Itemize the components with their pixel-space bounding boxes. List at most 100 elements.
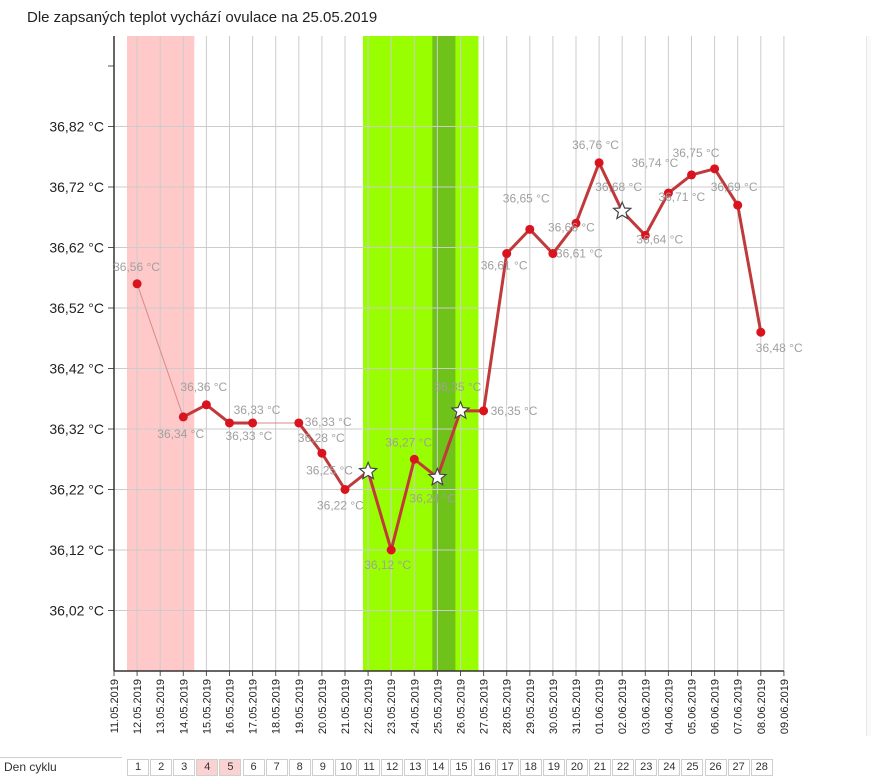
x-tick-label: 21.05.2019 [340,679,352,734]
x-tick-label: 08.06.2019 [756,679,768,734]
series-line-segment [574,161,601,225]
data-point [502,249,512,259]
x-tick-label: 22.05.2019 [363,679,375,734]
cycle-day-cell: 15 [450,759,473,776]
data-point [294,418,304,428]
data-label: 36,76 °C [572,138,619,152]
y-tick-label: 36,42 °C [49,361,104,377]
chart-headline: Dle zapsaných teplot vychází ovulace na … [27,9,378,26]
series-line-segment [389,457,416,552]
y-tick-label: 36,52 °C [49,300,104,316]
data-label: 36,28 °C [298,431,345,445]
cycle-day-cell: 4 [196,759,219,776]
cycle-day-cell: 1 [127,759,150,776]
data-label: 36,68 °C [595,180,642,194]
y-tick-label: 36,82 °C [49,119,104,135]
cycle-day-cell: 18 [519,759,542,776]
series-line-segment [597,161,624,213]
star-marker [357,460,379,480]
data-point [317,448,327,458]
series-line-segment [136,283,184,418]
data-point [663,188,673,198]
cycle-day-cell: 16 [473,759,496,776]
cycle-day-cell: 3 [173,759,196,776]
x-tick-label: 31.05.2019 [571,679,583,734]
data-point [201,400,211,410]
data-point [225,418,234,428]
x-tick-label: 26.05.2019 [456,679,468,734]
data-label: 36,25 °C [306,463,353,477]
data-point [733,200,743,210]
data-label: 36,69 °C [711,180,758,194]
x-tick-label: 06.06.2019 [710,679,722,734]
temperature-chart-svg: 36,02 °C 36,12 °C 36,22 °C 36,32 °C 36,42 °C… [49,36,803,734]
cycle-day-cell: 2 [150,759,173,776]
data-label: 36,61 °C [481,259,528,273]
series-line-segment [320,451,347,491]
data-label: 36,27 °C [385,435,432,449]
x-tick-label: 19.05.2019 [294,679,306,734]
data-point [479,406,489,416]
x-tick-label: 12.05.2019 [132,679,144,734]
x-tick-label: 27.05.2019 [479,679,491,734]
cycle-day-cell: 8 [288,759,311,776]
x-tick-label: 07.06.2019 [733,679,745,734]
cycle-day-cell: 10 [334,759,357,776]
data-label: 36,36 °C [180,380,227,394]
cycle-day-cell: 9 [311,759,334,776]
series-line-segment [528,227,555,256]
y-tick-label: 36,02 °C [49,603,104,619]
data-label: 36,56 °C [113,260,160,274]
data-point [525,224,535,234]
cycle-day-cell: 7 [265,759,288,776]
cycle-day-cell: 22 [612,759,635,776]
series-line-segment [482,252,509,413]
cycle-day-cell: 6 [242,759,265,776]
cycle-day-row: Den cyklu 1 2 3 4 5 6 7 8 9 10 11 12 13 14 15 16 17 18 19 2… [0,757,871,776]
y-tick-label: 36,12 °C [49,542,104,558]
right-side-panel [866,36,871,736]
series-line-segment [643,191,670,237]
temperature-chart: 36,02 °C 36,12 °C 36,22 °C 36,32 °C 36,42 °C… [0,36,871,756]
star-marker [612,200,633,220]
fertile-window-band [363,36,479,671]
data-label: 36,35 °C [435,380,482,394]
data-point [710,164,720,174]
cycle-day-cell: 12 [381,759,404,776]
y-tick-label: 36,22 °C [49,482,104,498]
x-tick-label: 30.05.2019 [548,679,560,734]
y-tick-label: 36,32 °C [49,421,104,437]
series-line-segment [736,203,763,334]
data-point [640,230,650,240]
star-marker [450,400,471,420]
cycle-day-cell: 5 [219,759,242,776]
x-tick-label: 11.05.2019 [109,679,121,733]
data-label: 36,74 °C [632,156,679,170]
data-point [178,412,188,422]
data-point [687,170,696,180]
series-line-segment [366,469,393,552]
data-label: 36,35 °C [491,404,538,418]
ovulation-band [432,36,456,671]
x-tick-label: 03.06.2019 [640,679,652,734]
data-label: 36,22 °C [317,499,364,513]
series-line-segment [505,227,532,256]
x-tick-label: 01.06.2019 [594,679,606,734]
x-tick-label: 02.06.2019 [617,679,629,734]
cycle-day-cell: 13 [404,759,427,776]
x-tick-label: 24.05.2019 [409,679,421,734]
cycle-day-cell: 23 [635,759,658,776]
data-label: 36,34 °C [157,427,204,441]
star-marker [427,466,448,486]
data-label: 36,12 °C [364,558,411,572]
cycle-day-cell: 11 [358,759,381,776]
series-line-segment [713,167,740,207]
y-tick-label: 36,72 °C [49,179,104,195]
cycle-day-cell: 24 [658,759,681,776]
cycle-day-cell: 28 [750,759,773,776]
cycle-day-cell: 25 [681,759,704,776]
x-tick-label: 13.05.2019 [155,679,167,734]
data-label: 36,75 °C [673,146,720,160]
data-point [409,454,419,464]
series-line-segment [435,409,462,479]
